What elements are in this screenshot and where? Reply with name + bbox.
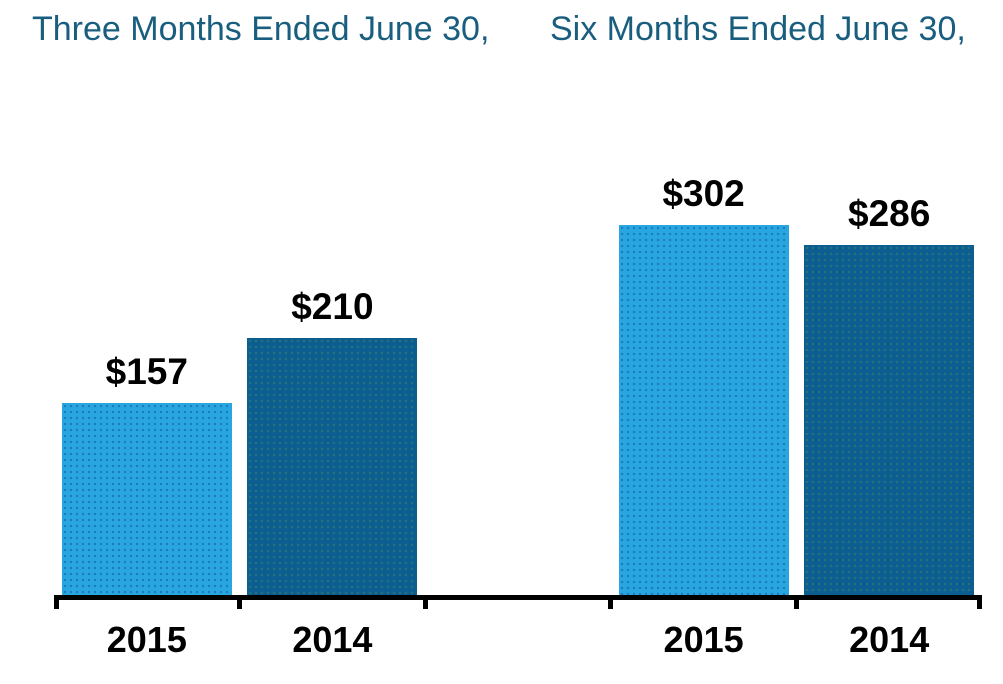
x-axis-tick: [237, 595, 243, 609]
value-label-2014-group-2: $286: [848, 193, 931, 234]
bar-2014-group-1: [247, 338, 418, 595]
category-label-2014-group-2: 2014: [849, 619, 930, 660]
category-label-2014-group-1: 2014: [292, 619, 373, 660]
value-label-2015-group-2: $302: [662, 173, 745, 214]
x-axis-tick: [977, 595, 982, 609]
value-label-2015-group-1: $157: [105, 351, 188, 392]
bar-2015-group-2: [618, 225, 789, 595]
x-axis-tick: [608, 595, 614, 609]
category-label-2015-group-2: 2015: [663, 619, 744, 660]
x-axis-tick: [422, 595, 428, 609]
category-label-2015-group-1: 2015: [106, 619, 187, 660]
x-axis-tick: [54, 595, 59, 609]
x-axis-tick: [793, 595, 799, 609]
bar-2015-group-1: [61, 403, 232, 595]
group-title-three-months: Three Months Ended June 30,: [32, 10, 490, 48]
value-label-2014-group-1: $210: [291, 286, 374, 327]
x-axis-line: [54, 595, 982, 600]
bar-2014-group-2: [804, 245, 975, 595]
group-title-six-months: Six Months Ended June 30,: [550, 10, 966, 48]
